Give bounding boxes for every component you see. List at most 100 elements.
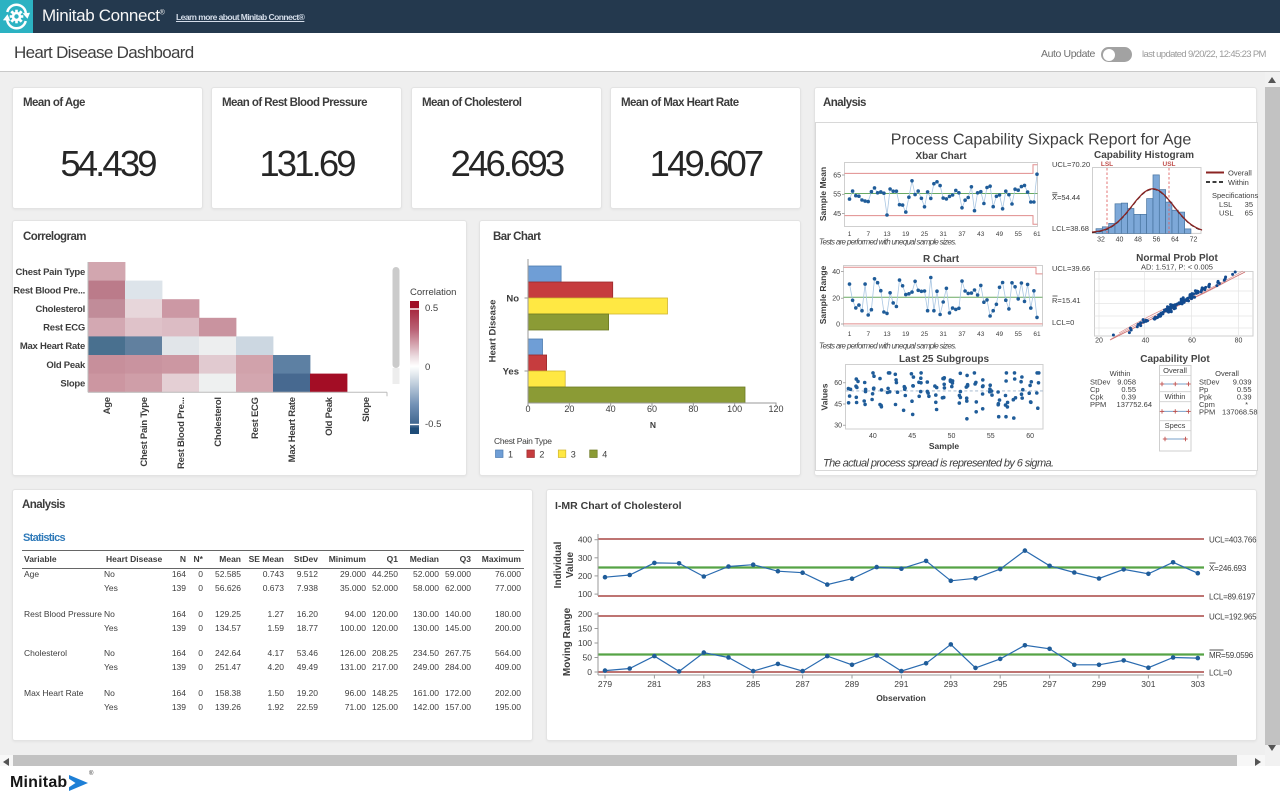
svg-text:Cp: Cp	[1090, 385, 1100, 394]
svg-text:Values: Values	[820, 383, 830, 410]
svg-text:Age: Age	[102, 397, 113, 414]
svg-text:55: 55	[1015, 231, 1023, 238]
svg-text:7: 7	[866, 231, 870, 238]
svg-text:Tests are performed with unequ: Tests are performed with unequal sample …	[819, 238, 956, 247]
svg-text:1: 1	[848, 331, 852, 338]
svg-text:0.39: 0.39	[1237, 393, 1252, 402]
svg-text:StDev: StDev	[1199, 378, 1220, 387]
svg-text:50: 50	[583, 653, 593, 663]
svg-text:31: 31	[940, 331, 948, 338]
svg-text:No: No	[506, 294, 519, 305]
svg-text:Cpk: Cpk	[1090, 393, 1104, 402]
svg-text:295: 295	[993, 679, 1007, 689]
svg-text:13: 13	[883, 331, 891, 338]
svg-text:AD: 1.517, P: < 0.005: AD: 1.517, P: < 0.005	[1141, 263, 1213, 272]
svg-text:Heart Disease: Heart Disease	[488, 300, 499, 363]
svg-text:0: 0	[587, 667, 592, 677]
svg-text:20: 20	[564, 404, 574, 414]
svg-text:USL: USL	[1163, 161, 1176, 168]
svg-text:293: 293	[944, 679, 958, 689]
svg-text:49: 49	[996, 231, 1004, 238]
svg-text:-0.5: -0.5	[425, 419, 441, 430]
svg-text:Overall: Overall	[1215, 369, 1239, 378]
svg-text:45: 45	[834, 401, 842, 408]
svg-text:100: 100	[578, 638, 592, 648]
svg-text:64: 64	[1171, 237, 1179, 244]
svg-text:LCL=38.68: LCL=38.68	[1052, 224, 1089, 233]
svg-text:0: 0	[525, 404, 530, 414]
svg-text:Chest Pain Type: Chest Pain Type	[494, 436, 552, 446]
svg-text:300: 300	[578, 553, 592, 563]
svg-text:Xbar Chart: Xbar Chart	[915, 151, 967, 162]
svg-text:Moving Range: Moving Range	[562, 607, 573, 676]
svg-text:R Chart: R Chart	[923, 254, 960, 265]
svg-text:60: 60	[1188, 338, 1196, 345]
svg-text:72: 72	[1190, 237, 1198, 244]
svg-text:281: 281	[647, 679, 661, 689]
svg-text:0.39: 0.39	[1121, 393, 1136, 402]
svg-text:279: 279	[598, 679, 612, 689]
svg-text:N: N	[650, 420, 656, 430]
svg-text:20: 20	[1095, 338, 1103, 345]
svg-text:31: 31	[940, 231, 948, 238]
svg-text:Last 25 Subgroups: Last 25 Subgroups	[899, 354, 989, 365]
svg-text:25: 25	[921, 331, 929, 338]
svg-text:40: 40	[1116, 237, 1124, 244]
svg-text:4: 4	[602, 450, 607, 460]
svg-text:19: 19	[902, 331, 910, 338]
svg-text:Overall: Overall	[1228, 169, 1252, 178]
svg-text:UCL=70.20: UCL=70.20	[1052, 160, 1090, 169]
svg-text:120: 120	[768, 404, 783, 414]
svg-text:19: 19	[902, 231, 910, 238]
svg-text:Value: Value	[565, 552, 576, 579]
svg-text:X=54.44: X=54.44	[1052, 193, 1080, 202]
svg-text:35: 35	[1245, 200, 1253, 209]
svg-text:285: 285	[746, 679, 760, 689]
svg-text:200: 200	[578, 571, 592, 581]
svg-text:40: 40	[1142, 338, 1150, 345]
svg-text:43: 43	[977, 231, 985, 238]
svg-text:1: 1	[508, 450, 513, 460]
svg-text:303: 303	[1191, 679, 1205, 689]
svg-text:37: 37	[958, 331, 966, 338]
svg-text:1: 1	[848, 231, 852, 238]
svg-text:Old Peak: Old Peak	[46, 360, 86, 371]
svg-text:Max Heart Rate: Max Heart Rate	[287, 397, 298, 462]
svg-text:Process Capability Sixpack Rep: Process Capability Sixpack Report for Ag…	[891, 132, 1192, 149]
svg-text:The actual process spread is r: The actual process spread is represented…	[823, 458, 1054, 470]
svg-text:48: 48	[1134, 237, 1142, 244]
svg-text:50: 50	[948, 433, 956, 440]
svg-text:32: 32	[1097, 237, 1105, 244]
svg-text:60: 60	[834, 380, 842, 387]
svg-text:Within: Within	[1110, 369, 1131, 378]
svg-text:PPM: PPM	[1090, 400, 1106, 409]
svg-text:40: 40	[606, 404, 616, 414]
svg-text:80: 80	[688, 404, 698, 414]
svg-text:20: 20	[832, 296, 840, 303]
svg-text:0.55: 0.55	[1237, 385, 1252, 394]
svg-text:LCL=0: LCL=0	[1209, 669, 1233, 678]
svg-text:37: 37	[958, 231, 966, 238]
svg-text:LCL=0: LCL=0	[1052, 318, 1074, 327]
svg-text:291: 291	[894, 679, 908, 689]
svg-text:45: 45	[833, 211, 841, 218]
svg-text:Cholesterol: Cholesterol	[35, 304, 85, 315]
svg-text:30: 30	[834, 423, 842, 430]
svg-text:Chest Pain Type: Chest Pain Type	[139, 397, 150, 466]
svg-text:150: 150	[578, 624, 592, 634]
svg-text:100: 100	[578, 589, 592, 599]
svg-text:60: 60	[1026, 433, 1034, 440]
svg-text:7: 7	[866, 331, 870, 338]
svg-text:0: 0	[836, 321, 840, 328]
svg-text:0.5: 0.5	[425, 303, 438, 314]
svg-text:MR=59.0596: MR=59.0596	[1209, 651, 1254, 660]
svg-text:Specifications: Specifications	[1212, 191, 1258, 200]
svg-text:Capability Histogram: Capability Histogram	[1094, 150, 1194, 161]
svg-text:Tests are performed with unequ: Tests are performed with unequal sample …	[819, 342, 956, 351]
svg-text:Rest Blood Pre...: Rest Blood Pre...	[176, 397, 187, 469]
svg-text:9.039: 9.039	[1233, 378, 1252, 387]
svg-text:55: 55	[987, 433, 995, 440]
svg-text:LSL: LSL	[1101, 161, 1113, 168]
svg-text:400: 400	[578, 535, 592, 545]
svg-text:137752.64: 137752.64	[1117, 400, 1152, 409]
